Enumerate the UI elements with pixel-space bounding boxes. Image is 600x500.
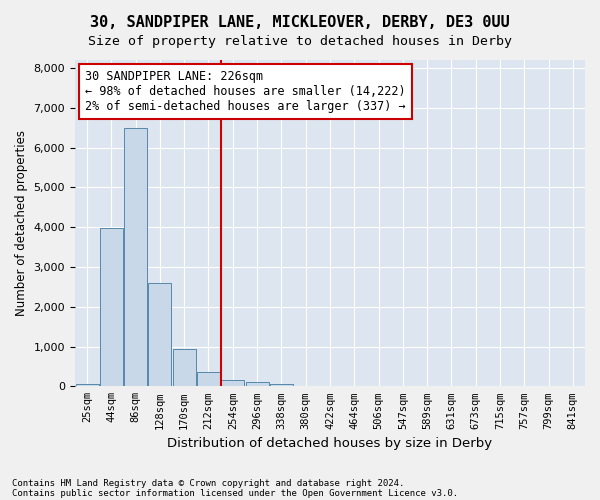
- Bar: [221, 380, 244, 386]
- Bar: [270, 384, 293, 386]
- Text: Contains public sector information licensed under the Open Government Licence v3: Contains public sector information licen…: [12, 488, 458, 498]
- Bar: [76, 384, 98, 386]
- Bar: [197, 372, 220, 386]
- Bar: [100, 228, 123, 386]
- Text: 30, SANDPIPER LANE, MICKLEOVER, DERBY, DE3 0UU: 30, SANDPIPER LANE, MICKLEOVER, DERBY, D…: [90, 15, 510, 30]
- Text: Contains HM Land Registry data © Crown copyright and database right 2024.: Contains HM Land Registry data © Crown c…: [12, 478, 404, 488]
- X-axis label: Distribution of detached houses by size in Derby: Distribution of detached houses by size …: [167, 437, 493, 450]
- Text: Size of property relative to detached houses in Derby: Size of property relative to detached ho…: [88, 35, 512, 48]
- Bar: [124, 128, 147, 386]
- Bar: [245, 382, 269, 386]
- Bar: [148, 283, 172, 387]
- Text: 30 SANDPIPER LANE: 226sqm
← 98% of detached houses are smaller (14,222)
2% of se: 30 SANDPIPER LANE: 226sqm ← 98% of detac…: [85, 70, 406, 113]
- Y-axis label: Number of detached properties: Number of detached properties: [15, 130, 28, 316]
- Bar: [173, 348, 196, 387]
